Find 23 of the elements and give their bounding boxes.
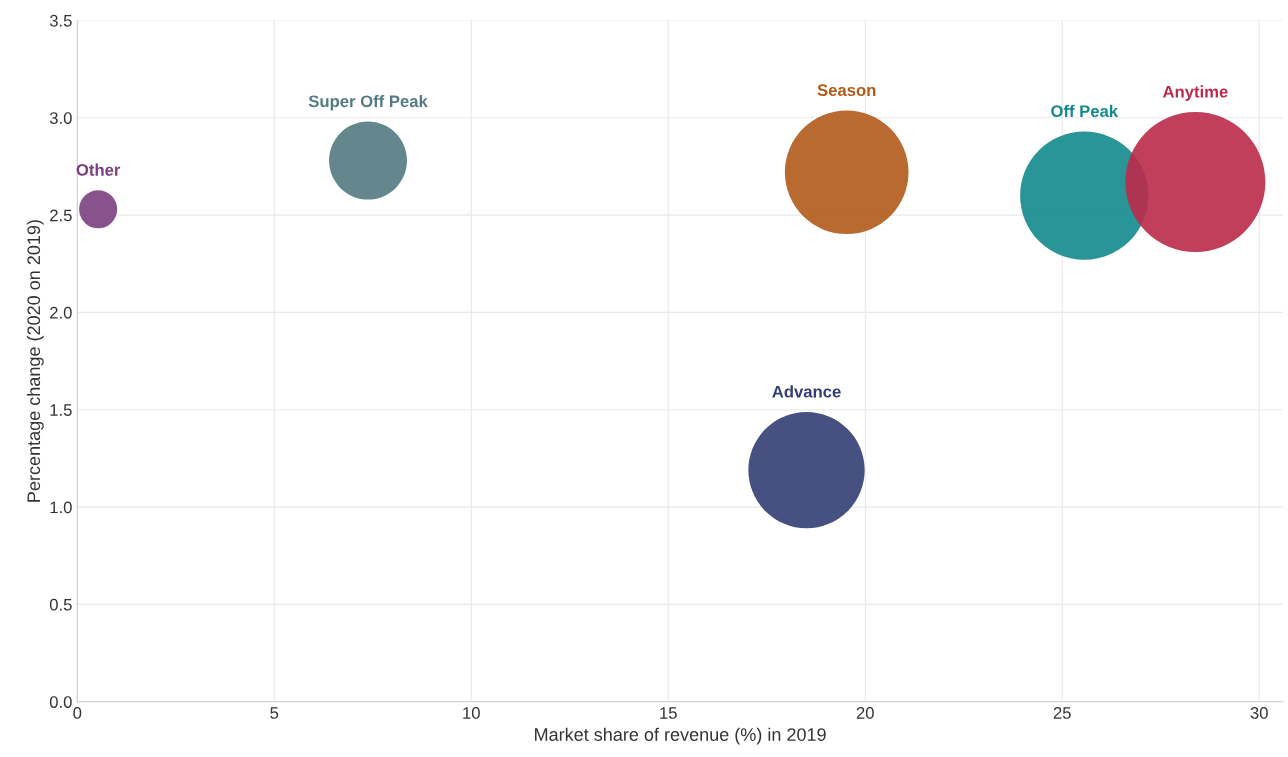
series-label: Anytime <box>1162 85 1228 101</box>
series-label: Super Off Peak <box>308 94 428 111</box>
x-tick-label: 20 <box>856 707 874 719</box>
y-tick-label: 3.0 <box>49 112 72 124</box>
series-label: Advance <box>772 385 841 398</box>
y-tick-label: 1.0 <box>50 501 72 514</box>
x-axis-title: Market share of revenue (%) in 2019 <box>535 727 826 745</box>
y-tick-label: 2.0 <box>50 306 72 319</box>
x-tick-label: 5 <box>270 707 279 719</box>
x-tick-label: 30 <box>1250 707 1268 719</box>
x-tick-label: 10 <box>463 707 480 719</box>
y-tick-label: 0.0 <box>49 696 72 708</box>
x-tick-label: 15 <box>660 707 677 719</box>
y-tick-label: 3.5 <box>49 14 72 27</box>
y-tick-label: 1.5 <box>50 404 72 416</box>
series-label: Off Peak <box>1051 104 1119 118</box>
y-tick-label: 2.5 <box>50 209 72 222</box>
x-tick-label: 25 <box>1053 707 1071 719</box>
y-axis-title: Percentage change (2020 on 2019) <box>26 220 44 502</box>
series-label: Other <box>76 163 121 176</box>
x-tick-label: 0 <box>73 707 82 719</box>
series-label: Season <box>817 84 876 97</box>
y-tick-label: 0.5 <box>49 598 72 611</box>
